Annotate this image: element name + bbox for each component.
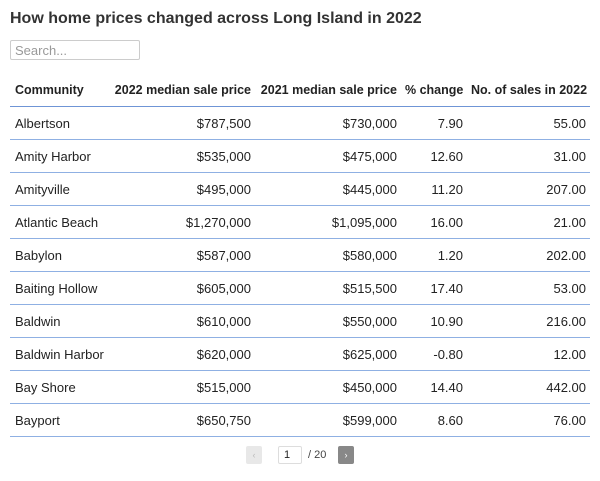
table-cell: Baldwin Harbor	[10, 337, 105, 371]
table-cell: $445,000	[255, 172, 401, 206]
table-cell: 12.00	[467, 337, 590, 371]
table-row: Bay Shore $515,000 $450,000 14.40 442.00	[10, 370, 590, 404]
table-cell: 14.40	[401, 370, 467, 404]
header-row: Community 2022 median sale price 2021 medi…	[10, 74, 590, 107]
column-header: No. of sales in 2022	[467, 74, 590, 107]
table-cell: 53.00	[467, 271, 590, 305]
table-cell: 7.90	[401, 106, 467, 140]
table-row: Baldwin Harbor $620,000 $625,000 -0.80 12.00	[10, 337, 590, 371]
table-row: Albertson $787,500 $730,000 7.90 55.00	[10, 106, 590, 140]
table-cell: -0.80	[401, 337, 467, 371]
table-cell: 8.60	[401, 403, 467, 437]
table-cell: 12.60	[401, 139, 467, 173]
table-row: Atlantic Beach $1,270,000 $1,095,000 16.00 2…	[10, 205, 590, 239]
table-cell: 207.00	[467, 172, 590, 206]
table-cell: 55.00	[467, 106, 590, 140]
prev-button[interactable]: ‹	[246, 446, 262, 464]
table-cell: Baldwin	[10, 304, 105, 338]
table-cell: $450,000	[255, 370, 401, 404]
table-cell: 11.20	[401, 172, 467, 206]
table-body: Albertson $787,500 $730,000 7.90 55.00 Amity …	[10, 106, 590, 437]
table-cell: Babylon	[10, 238, 105, 272]
table-cell: $535,000	[105, 139, 255, 173]
column-header: Community	[10, 74, 105, 107]
table-cell: 76.00	[467, 403, 590, 437]
table-cell: 21.00	[467, 205, 590, 239]
table-cell: $587,000	[105, 238, 255, 272]
table-cell: $475,000	[255, 139, 401, 173]
page-total: / 20	[308, 449, 327, 461]
table-cell: $515,500	[255, 271, 401, 305]
table-row: Bayport $650,750 $599,000 8.60 76.00	[10, 403, 590, 437]
page-input[interactable]: 1	[278, 446, 302, 464]
table-row: Amityville $495,000 $445,000 11.20 207.00	[10, 172, 590, 206]
table-cell: Atlantic Beach	[10, 205, 105, 239]
table-cell: $605,000	[105, 271, 255, 305]
data-table: Community 2022 median sale price 2021 medi…	[10, 74, 590, 437]
table-cell: Bayport	[10, 403, 105, 437]
table-cell: Amity Harbor	[10, 139, 105, 173]
next-button[interactable]: ›	[338, 446, 354, 464]
table-cell: $625,000	[255, 337, 401, 371]
table-cell: $515,000	[105, 370, 255, 404]
table-cell: 216.00	[467, 304, 590, 338]
table-cell: $550,000	[255, 304, 401, 338]
table-cell: $1,095,000	[255, 205, 401, 239]
table-cell: $610,000	[105, 304, 255, 338]
table-cell: $495,000	[105, 172, 255, 206]
table-cell: Bay Shore	[10, 370, 105, 404]
table-cell: $1,270,000	[105, 205, 255, 239]
table-cell: 17.40	[401, 271, 467, 305]
search-box[interactable]: Search...	[10, 40, 140, 60]
table-cell: $580,000	[255, 238, 401, 272]
title: How home prices changed across Long Isla…	[10, 10, 422, 27]
table-cell: Albertson	[10, 106, 105, 140]
table-row: Baiting Hollow $605,000 $515,500 17.40 53.00	[10, 271, 590, 305]
table-cell: $620,000	[105, 337, 255, 371]
table-cell: 202.00	[467, 238, 590, 272]
table-row: Amity Harbor $535,000 $475,000 12.60 31.00	[10, 139, 590, 173]
table-cell: 31.00	[467, 139, 590, 173]
table-cell: 10.90	[401, 304, 467, 338]
table-cell: 16.00	[401, 205, 467, 239]
column-header: 2022 median sale price	[105, 74, 255, 107]
table-cell: 1.20	[401, 238, 467, 272]
table-row: Babylon $587,000 $580,000 1.20 202.00	[10, 238, 590, 272]
table-cell: 442.00	[467, 370, 590, 404]
column-header: 2021 median sale price	[255, 74, 401, 107]
table-row: Baldwin $610,000 $550,000 10.90 216.00	[10, 304, 590, 338]
table-cell: $787,500	[105, 106, 255, 140]
pagination: ‹ 1 / 20 ›	[0, 446, 600, 464]
table-cell: $650,750	[105, 403, 255, 437]
column-header: % change	[401, 74, 467, 107]
table-cell: $730,000	[255, 106, 401, 140]
table-cell: Amityville	[10, 172, 105, 206]
table-cell: Baiting Hollow	[10, 271, 105, 305]
table-cell: $599,000	[255, 403, 401, 437]
